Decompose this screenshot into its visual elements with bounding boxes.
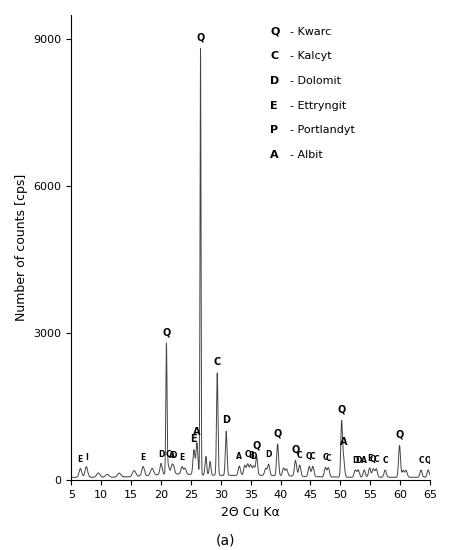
Text: C: C <box>296 451 302 460</box>
Text: C: C <box>417 456 423 465</box>
Text: Q: Q <box>273 428 281 438</box>
Text: (a): (a) <box>216 534 235 547</box>
Text: Q: Q <box>270 26 279 37</box>
Text: P: P <box>270 125 278 135</box>
Text: E: E <box>179 453 184 462</box>
Text: - Kalcyt: - Kalcyt <box>290 51 331 61</box>
Text: C: C <box>382 456 387 465</box>
Text: A: A <box>360 456 366 465</box>
Text: C: C <box>270 51 278 61</box>
Text: C: C <box>322 453 327 463</box>
Text: Q: Q <box>305 453 312 461</box>
Text: Q: Q <box>369 455 376 464</box>
Text: - Dolomit: - Dolomit <box>290 76 341 86</box>
Text: D: D <box>250 452 256 461</box>
Text: Q: Q <box>252 441 260 451</box>
Text: E: E <box>140 453 145 461</box>
Text: E: E <box>270 101 277 111</box>
Text: A: A <box>236 452 242 461</box>
Text: C: C <box>165 450 170 459</box>
Text: Q: Q <box>395 430 403 439</box>
Text: - Portlandyt: - Portlandyt <box>290 125 354 135</box>
Text: C: C <box>244 450 250 459</box>
Text: D: D <box>270 76 279 86</box>
Text: C: C <box>325 454 331 463</box>
Text: A: A <box>270 150 278 160</box>
Text: D: D <box>351 456 358 465</box>
Text: E: E <box>78 455 83 464</box>
Text: - Kwarc: - Kwarc <box>290 26 331 37</box>
Text: Q: Q <box>196 32 204 42</box>
Text: Q: Q <box>291 444 299 455</box>
Text: E: E <box>366 454 372 463</box>
Text: D: D <box>170 452 176 460</box>
Text: - Ettryngit: - Ettryngit <box>290 101 345 111</box>
Text: Q: Q <box>424 456 431 465</box>
Text: B: B <box>247 450 253 460</box>
Text: Q: Q <box>337 405 345 415</box>
Text: E: E <box>190 434 197 444</box>
Text: I: I <box>85 453 87 462</box>
Text: A: A <box>193 427 200 437</box>
Text: A: A <box>169 451 175 460</box>
Text: D: D <box>354 456 361 465</box>
Text: A: A <box>339 437 346 447</box>
Text: C: C <box>309 452 315 461</box>
Text: C: C <box>373 455 378 464</box>
Text: Q: Q <box>162 327 170 337</box>
Y-axis label: Number of counts [cps]: Number of counts [cps] <box>15 174 28 321</box>
Text: D: D <box>222 415 230 426</box>
Text: D: D <box>157 449 164 459</box>
Text: C: C <box>213 357 221 367</box>
X-axis label: 2Θ Cu Kα: 2Θ Cu Kα <box>221 505 280 519</box>
Text: - Albit: - Albit <box>290 150 322 160</box>
Text: D: D <box>265 450 271 459</box>
